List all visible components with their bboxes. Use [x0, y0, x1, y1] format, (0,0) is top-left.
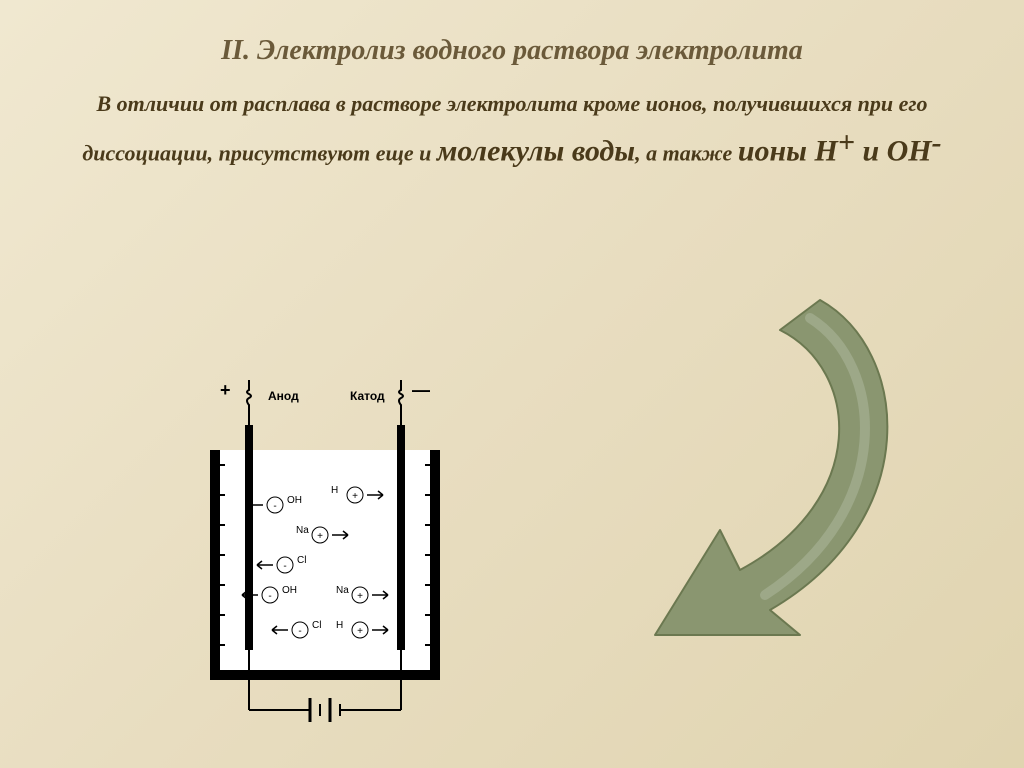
body-emph2: ионы Н — [738, 134, 838, 167]
svg-text:Катод: Катод — [350, 389, 385, 403]
curved-arrow — [540, 290, 920, 670]
body-sup1: + — [838, 126, 855, 159]
svg-text:OH: OH — [282, 585, 297, 596]
body-emph1: молекулы воды — [437, 134, 635, 167]
svg-text:H: H — [336, 620, 343, 631]
slide-body: В отличии от расплава в растворе электро… — [0, 67, 1024, 173]
svg-text:+: + — [317, 531, 323, 542]
body-mid: , а также — [635, 140, 738, 165]
slide-title: II. Электролиз водного раствора электрол… — [0, 0, 1024, 67]
svg-text:Na: Na — [296, 525, 309, 536]
body-and: и ОН — [855, 134, 932, 167]
svg-text:Cl: Cl — [312, 620, 321, 631]
svg-text:—: — — [412, 380, 430, 400]
svg-text:+: + — [220, 380, 231, 400]
svg-text:-: - — [268, 591, 271, 602]
svg-text:H: H — [331, 485, 338, 496]
svg-text:-: - — [283, 561, 286, 572]
svg-text:+: + — [357, 591, 363, 602]
electrolysis-diagram: АнодКатод+—-OH+H+Na-Cl-OH+Na-Cl+H — [150, 370, 510, 730]
svg-text:-: - — [273, 501, 276, 512]
svg-text:Анод: Анод — [268, 389, 299, 403]
svg-text:OH: OH — [287, 495, 302, 506]
title-text: II. Электролиз водного раствора электрол… — [221, 35, 803, 66]
svg-text:+: + — [357, 626, 363, 637]
svg-text:+: + — [352, 491, 358, 502]
body-sup2: - — [932, 126, 942, 159]
svg-text:-: - — [298, 626, 301, 637]
svg-text:Cl: Cl — [297, 555, 306, 566]
svg-text:Na: Na — [336, 585, 349, 596]
